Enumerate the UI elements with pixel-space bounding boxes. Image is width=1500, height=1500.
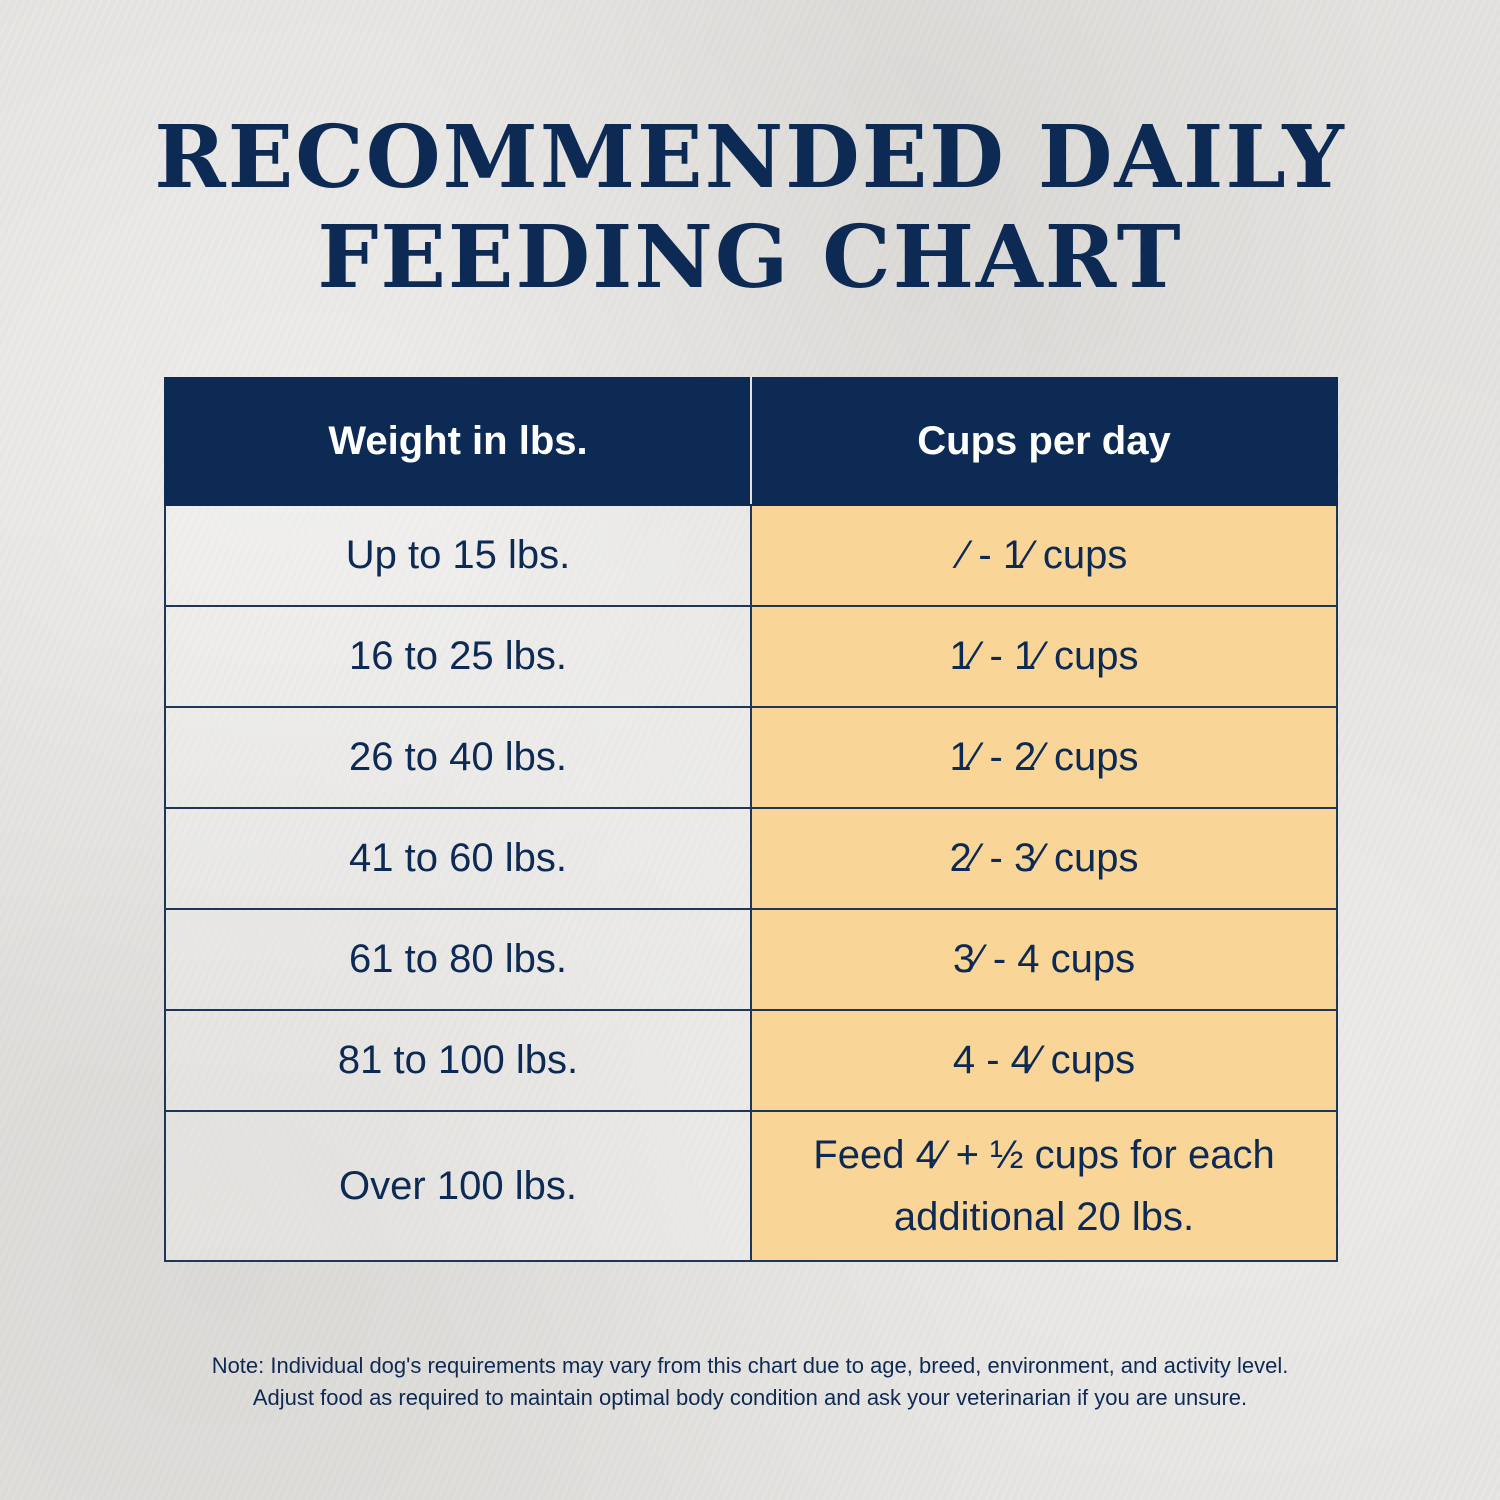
page-title: RECOMMENDED DAILY FEEDING CHART bbox=[0, 108, 1500, 308]
cups-cell: 4 - 4⁄ cups bbox=[750, 1009, 1338, 1112]
note-line-1: Note: Individual dog's requirements may … bbox=[211, 1353, 1289, 1378]
cups-cell: Feed 4⁄ + ½ cups for each additional 20 … bbox=[750, 1110, 1338, 1262]
title-line-2: FEEDING CHART bbox=[317, 207, 1183, 308]
table-row: Up to 15 lbs. ⁄ - 1⁄ cups bbox=[164, 504, 1338, 607]
table-row: 61 to 80 lbs. 3⁄ - 4 cups bbox=[164, 908, 1338, 1011]
weight-cell: 16 to 25 lbs. bbox=[164, 605, 752, 708]
table-row: 26 to 40 lbs. 1⁄ - 2⁄ cups bbox=[164, 706, 1338, 809]
table-row: 81 to 100 lbs. 4 - 4⁄ cups bbox=[164, 1009, 1338, 1112]
note-line-2: Adjust food as required to maintain opti… bbox=[252, 1385, 1248, 1410]
weight-cell: 81 to 100 lbs. bbox=[164, 1009, 752, 1112]
cups-cell: 1⁄ - 2⁄ cups bbox=[750, 706, 1338, 809]
feeding-note: Note: Individual dog's requirements may … bbox=[0, 1350, 1500, 1414]
weight-column-header: Weight in lbs. bbox=[164, 377, 752, 506]
weight-cell: Over 100 lbs. bbox=[164, 1110, 752, 1262]
cups-cell: 2⁄ - 3⁄ cups bbox=[750, 807, 1338, 910]
feeding-table: Weight in lbs. Cups per day Up to 15 lbs… bbox=[164, 377, 1338, 1262]
table-row: 41 to 60 lbs. 2⁄ - 3⁄ cups bbox=[164, 807, 1338, 910]
cups-cell: 1⁄ - 1⁄ cups bbox=[750, 605, 1338, 708]
cups-cell: 3⁄ - 4 cups bbox=[750, 908, 1338, 1011]
weight-cell: Up to 15 lbs. bbox=[164, 504, 752, 607]
title-line-1: RECOMMENDED DAILY bbox=[154, 107, 1346, 208]
header-row: Weight in lbs. Cups per day bbox=[164, 377, 1338, 506]
cups-column-header: Cups per day bbox=[750, 377, 1338, 506]
table-row: 16 to 25 lbs. 1⁄ - 1⁄ cups bbox=[164, 605, 1338, 708]
table-row: Over 100 lbs. Feed 4⁄ + ½ cups for each … bbox=[164, 1110, 1338, 1262]
cups-cell: ⁄ - 1⁄ cups bbox=[750, 504, 1338, 607]
weight-cell: 26 to 40 lbs. bbox=[164, 706, 752, 809]
weight-cell: 61 to 80 lbs. bbox=[164, 908, 752, 1011]
weight-cell: 41 to 60 lbs. bbox=[164, 807, 752, 910]
